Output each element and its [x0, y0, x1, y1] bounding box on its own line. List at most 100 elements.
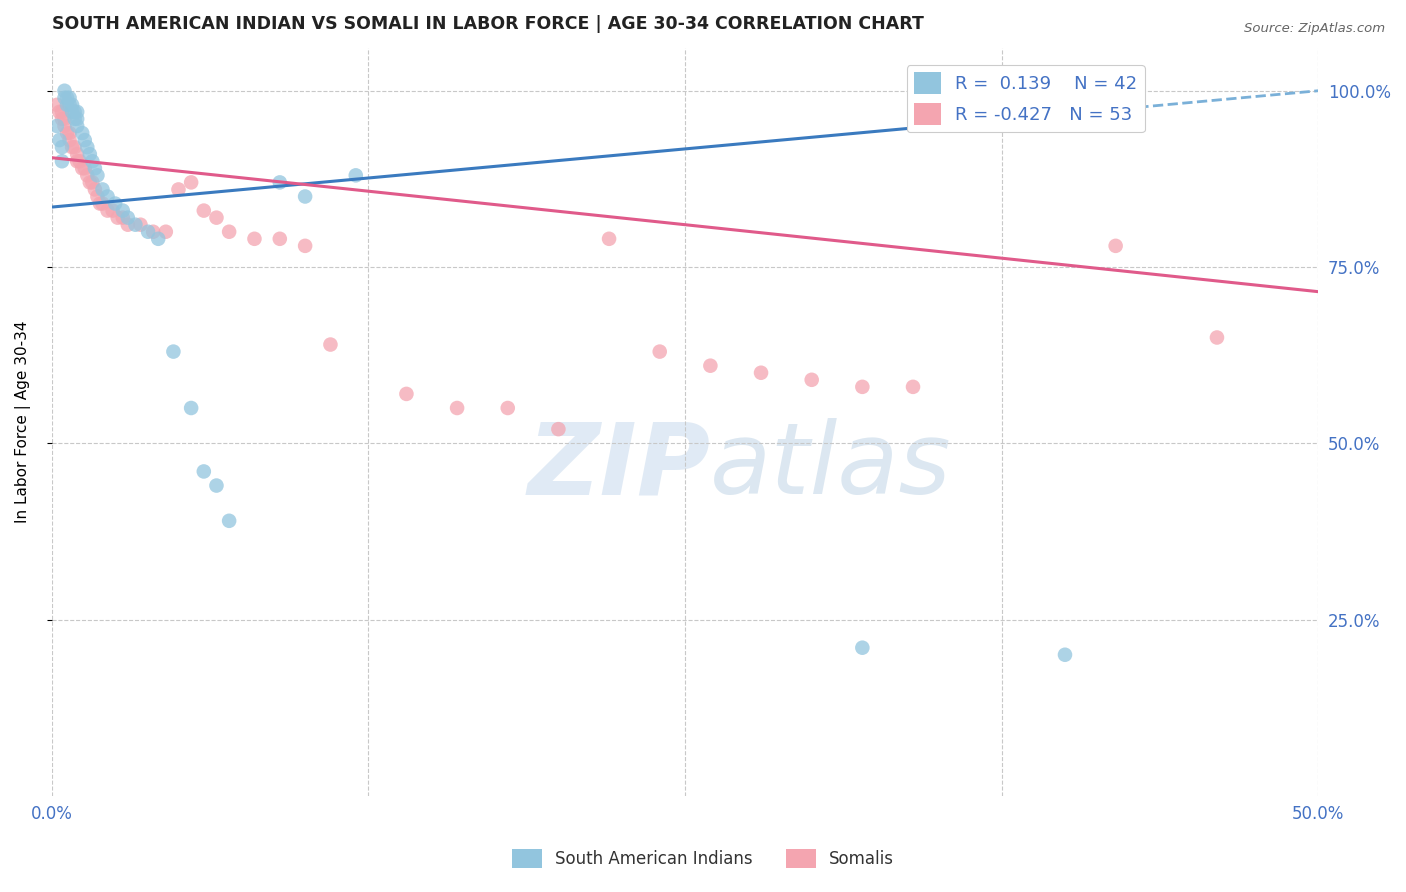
- Point: [53, 119, 76, 133]
- Point: [58, 98, 80, 112]
- Text: ZIP: ZIP: [527, 418, 710, 516]
- Point: [48, 133, 70, 147]
- Point: [111, 203, 134, 218]
- Point: [218, 225, 240, 239]
- Point: [294, 239, 316, 253]
- Point: [800, 373, 823, 387]
- Point: [56, 98, 79, 112]
- Point: [63, 140, 86, 154]
- Point: [58, 133, 80, 147]
- Point: [66, 154, 89, 169]
- Point: [395, 387, 418, 401]
- Point: [851, 640, 873, 655]
- Point: [45, 119, 67, 133]
- Point: [1104, 239, 1126, 253]
- Point: [648, 344, 671, 359]
- Point: [136, 225, 159, 239]
- Point: [48, 104, 70, 119]
- Point: [69, 154, 91, 169]
- Point: [851, 380, 873, 394]
- Point: [180, 401, 202, 415]
- Point: [111, 211, 134, 225]
- Point: [901, 380, 924, 394]
- Point: [269, 232, 291, 246]
- Point: [66, 112, 89, 126]
- Point: [79, 175, 101, 189]
- Point: [89, 196, 111, 211]
- Point: [124, 218, 146, 232]
- Point: [446, 401, 468, 415]
- Point: [699, 359, 721, 373]
- Point: [91, 182, 114, 196]
- Point: [205, 211, 228, 225]
- Point: [82, 175, 104, 189]
- Point: [53, 112, 76, 126]
- Point: [53, 84, 76, 98]
- Point: [167, 182, 190, 196]
- Point: [749, 366, 772, 380]
- Point: [91, 196, 114, 211]
- Point: [107, 211, 129, 225]
- Point: [79, 147, 101, 161]
- Point: [73, 133, 96, 147]
- Point: [60, 140, 83, 154]
- Point: [193, 465, 215, 479]
- Point: [51, 140, 73, 154]
- Point: [51, 112, 73, 126]
- Point: [117, 218, 139, 232]
- Point: [63, 112, 86, 126]
- Point: [82, 154, 104, 169]
- Point: [70, 161, 93, 176]
- Point: [269, 175, 291, 189]
- Point: [243, 232, 266, 246]
- Point: [294, 189, 316, 203]
- Point: [1053, 648, 1076, 662]
- Point: [60, 98, 83, 112]
- Point: [51, 154, 73, 169]
- Point: [60, 104, 83, 119]
- Point: [162, 344, 184, 359]
- Text: Source: ZipAtlas.com: Source: ZipAtlas.com: [1244, 22, 1385, 36]
- Point: [66, 147, 89, 161]
- Point: [205, 478, 228, 492]
- Point: [104, 196, 127, 211]
- Point: [83, 182, 105, 196]
- Point: [66, 104, 89, 119]
- Point: [117, 211, 139, 225]
- Point: [45, 98, 67, 112]
- Point: [56, 126, 79, 140]
- Point: [155, 225, 177, 239]
- Point: [218, 514, 240, 528]
- Point: [148, 232, 170, 246]
- Point: [344, 169, 367, 183]
- Point: [86, 169, 108, 183]
- Point: [73, 161, 96, 176]
- Point: [96, 189, 118, 203]
- Point: [76, 140, 98, 154]
- Point: [58, 126, 80, 140]
- Point: [63, 104, 86, 119]
- Point: [86, 189, 108, 203]
- Point: [51, 104, 73, 119]
- Point: [598, 232, 620, 246]
- Point: [319, 337, 342, 351]
- Point: [1206, 330, 1229, 344]
- Point: [193, 203, 215, 218]
- Text: SOUTH AMERICAN INDIAN VS SOMALI IN LABOR FORCE | AGE 30-34 CORRELATION CHART: SOUTH AMERICAN INDIAN VS SOMALI IN LABOR…: [52, 15, 924, 33]
- Point: [83, 161, 105, 176]
- Point: [70, 126, 93, 140]
- Point: [53, 91, 76, 105]
- Point: [180, 175, 202, 189]
- Point: [58, 91, 80, 105]
- Point: [129, 218, 152, 232]
- Point: [56, 91, 79, 105]
- Y-axis label: In Labor Force | Age 30-34: In Labor Force | Age 30-34: [15, 321, 31, 524]
- Legend: R =  0.139    N = 42, R = -0.427   N = 53: R = 0.139 N = 42, R = -0.427 N = 53: [907, 65, 1144, 133]
- Legend: South American Indians, Somalis: South American Indians, Somalis: [505, 842, 901, 875]
- Point: [101, 203, 124, 218]
- Point: [76, 169, 98, 183]
- Point: [66, 119, 89, 133]
- Point: [547, 422, 569, 436]
- Text: atlas: atlas: [710, 418, 952, 516]
- Point: [496, 401, 519, 415]
